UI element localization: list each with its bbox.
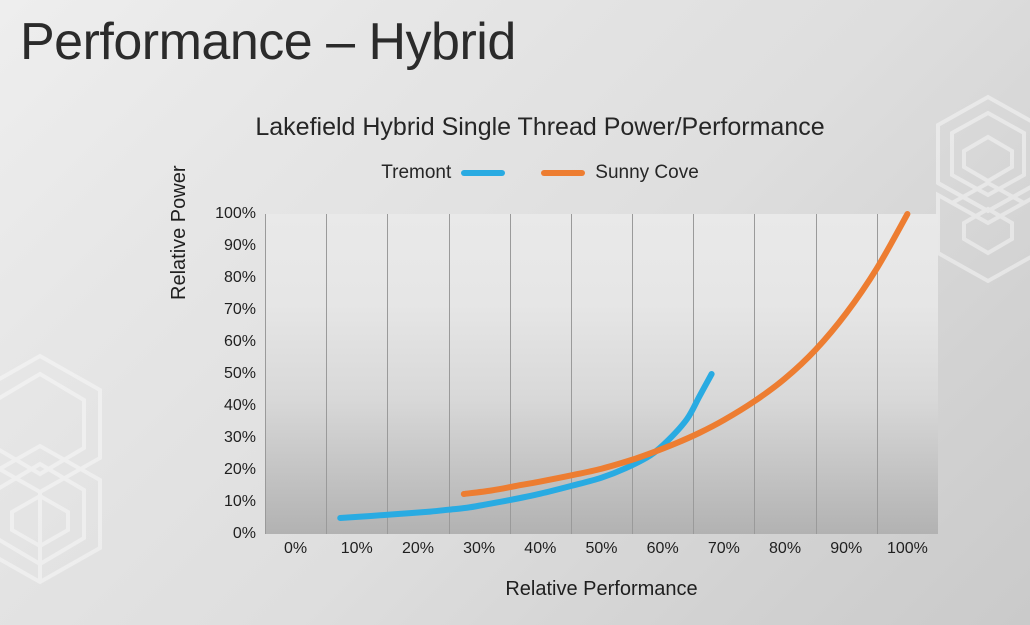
x-tick-label: 60% bbox=[646, 540, 679, 557]
gridline bbox=[387, 214, 389, 534]
plot-gridlines bbox=[265, 214, 938, 534]
y-axis-tick-labels: 0% 10% 20% 30% 40% 50% 60% 70% 80% 90% 100% bbox=[204, 205, 256, 542]
gridline bbox=[326, 214, 328, 534]
x-tick-label: 100% bbox=[886, 540, 928, 557]
x-tick-label: 40% bbox=[524, 540, 557, 557]
chart-series-lines bbox=[337, 211, 911, 521]
series-line-sunny-cove bbox=[460, 211, 911, 497]
gridline bbox=[570, 214, 572, 534]
legend-label-tremont: Tremont bbox=[381, 162, 452, 183]
cube-outline-watermark-right bbox=[928, 55, 1030, 315]
y-tick-label: 90% bbox=[223, 237, 256, 254]
x-tick-label: 30% bbox=[463, 540, 496, 557]
legend-item-sunny-cove: Sunny Cove bbox=[541, 162, 699, 184]
gridline bbox=[448, 214, 450, 534]
y-tick-label: 50% bbox=[223, 365, 256, 382]
x-axis-tick-labels: 0% 10% 20% 30% 40% 50% 60% 70% 80% 90% 100% bbox=[265, 540, 938, 562]
x-tick-label: 0% bbox=[284, 540, 308, 557]
x-tick-label: 70% bbox=[707, 540, 740, 557]
y-tick-label: 20% bbox=[223, 461, 256, 478]
y-tick-label: 60% bbox=[223, 333, 256, 350]
chart-legend: Tremont Sunny Cove bbox=[0, 162, 1030, 184]
chart-title: Lakefield Hybrid Single Thread Power/Per… bbox=[0, 113, 1030, 142]
y-tick-label: 70% bbox=[223, 301, 256, 318]
legend-swatch-sunny-cove bbox=[541, 170, 586, 176]
page-title: Performance – Hybrid bbox=[20, 13, 516, 71]
gridline bbox=[815, 214, 817, 534]
x-tick-label: 80% bbox=[769, 540, 802, 557]
y-tick-label: 10% bbox=[223, 493, 256, 510]
gridline bbox=[693, 214, 695, 534]
gridline bbox=[509, 214, 511, 534]
series-line-tremont bbox=[337, 371, 715, 521]
y-tick-label: 0% bbox=[232, 525, 256, 542]
x-tick-label: 90% bbox=[830, 540, 863, 557]
x-tick-label: 50% bbox=[585, 540, 618, 557]
chart-title-text: Lakefield Hybrid Single Thread Power/Per… bbox=[255, 113, 825, 141]
y-axis-title: Relative Power bbox=[168, 165, 190, 300]
cube-outline-watermark-left bbox=[0, 330, 170, 625]
chart-plot-area bbox=[265, 211, 938, 534]
y-tick-label: 30% bbox=[223, 429, 256, 446]
gridline bbox=[265, 214, 266, 534]
gridline bbox=[754, 214, 756, 534]
x-axis-title: Relative Performance bbox=[505, 578, 698, 600]
x-tick-label: 10% bbox=[340, 540, 373, 557]
y-tick-label: 80% bbox=[223, 269, 256, 286]
y-tick-label: 40% bbox=[223, 397, 256, 414]
gridline bbox=[632, 214, 634, 534]
legend-label-sunny-cove: Sunny Cove bbox=[595, 162, 699, 183]
legend-item-tremont: Tremont bbox=[381, 162, 506, 184]
legend-swatch-tremont bbox=[461, 170, 506, 176]
x-tick-label: 20% bbox=[401, 540, 434, 557]
gridline bbox=[876, 214, 878, 534]
y-tick-label: 100% bbox=[215, 205, 256, 222]
